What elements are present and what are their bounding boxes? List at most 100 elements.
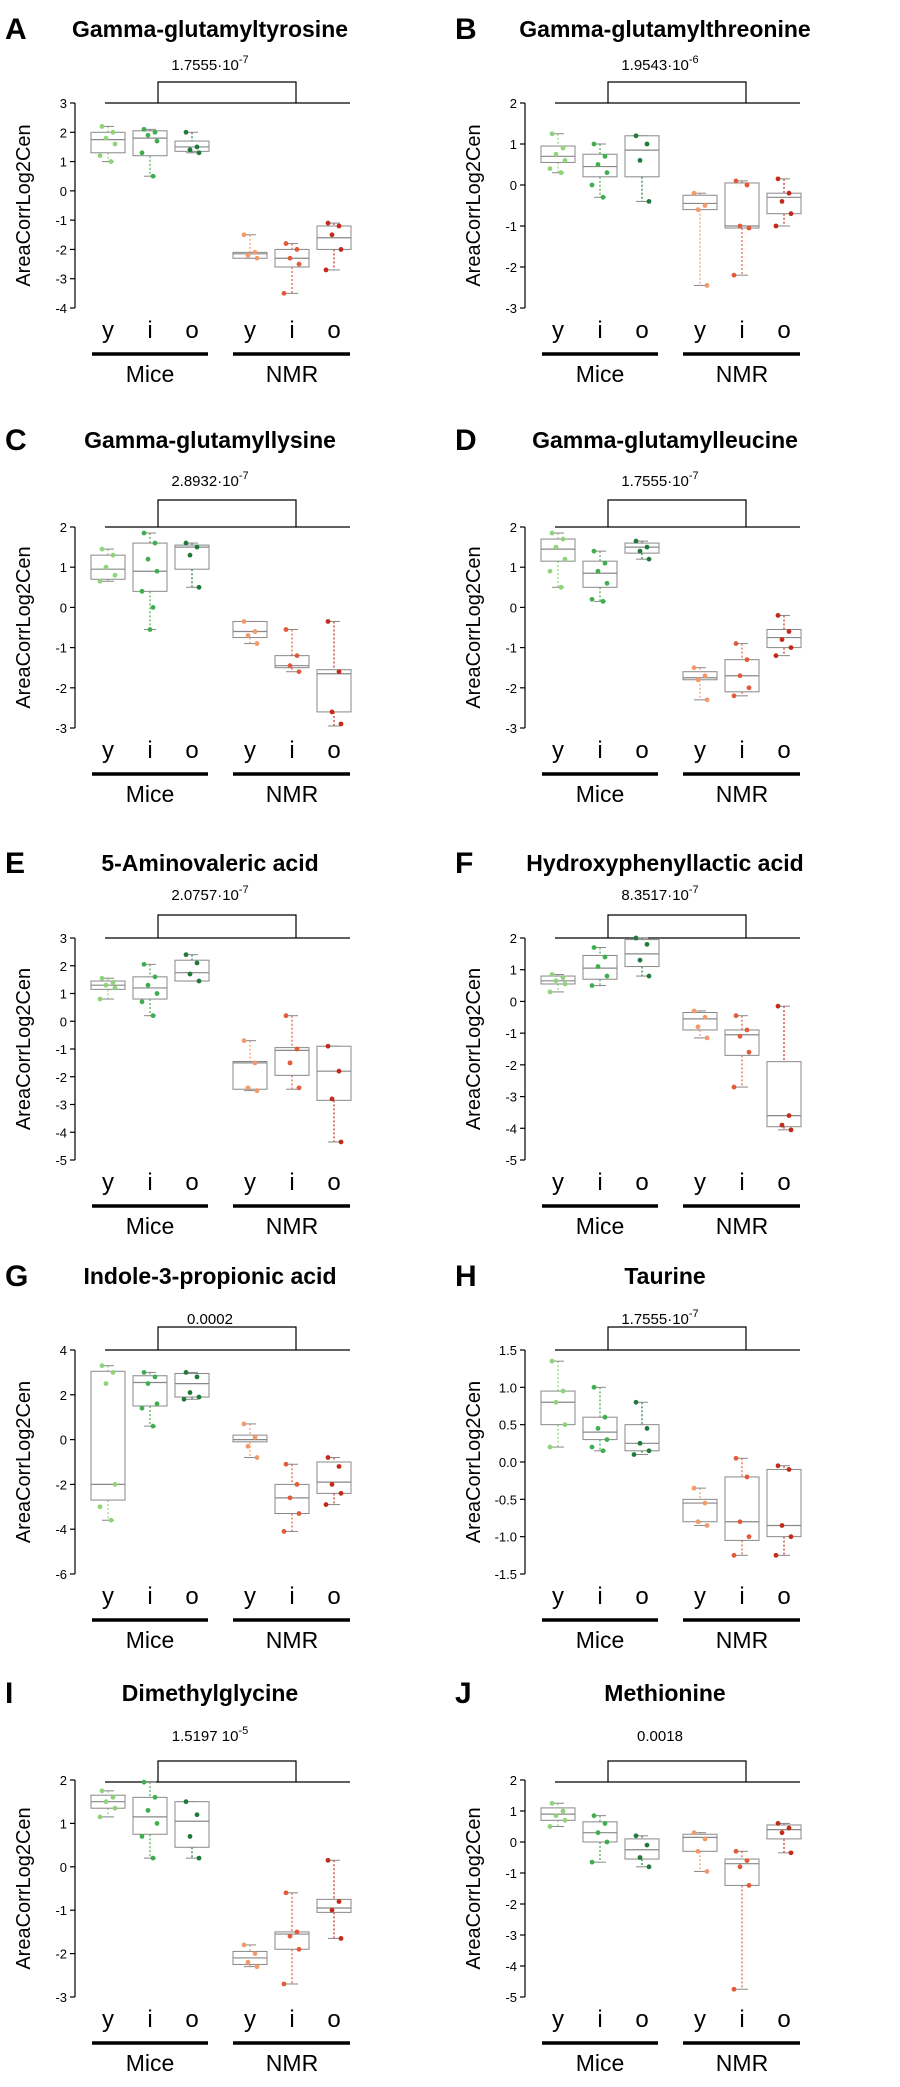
data-point: [336, 1464, 342, 1469]
x-category-label: o: [635, 1583, 648, 1610]
data-point: [187, 552, 193, 558]
data-point: [338, 247, 344, 252]
data-point: [152, 974, 158, 980]
data-point: [589, 1444, 595, 1450]
data-point: [560, 145, 566, 151]
data-point: [786, 190, 792, 196]
data-point: [746, 1534, 752, 1540]
data-point: [287, 1495, 293, 1501]
box-iqr: [624, 939, 660, 968]
y-tick-label: -1: [505, 641, 517, 656]
x-category-label: y: [694, 317, 706, 344]
data-point: [702, 203, 708, 208]
group-label-mice: Mice: [576, 361, 625, 387]
data-point: [646, 556, 652, 562]
data-point: [602, 560, 608, 566]
bracket-connector: [157, 499, 297, 527]
y-tick-label: 1.0: [499, 1380, 517, 1395]
data-point: [145, 132, 151, 138]
data-point: [103, 135, 109, 141]
data-point: [110, 980, 116, 985]
y-tick-label: -3: [55, 721, 67, 736]
x-category-label: i: [147, 1169, 152, 1196]
box-iqr: [624, 135, 660, 178]
data-point: [252, 629, 258, 634]
y-axis-label: AreaCorrLog2Cen: [463, 1381, 485, 1543]
data-point: [112, 985, 118, 991]
x-category-label: y: [244, 317, 256, 344]
group-label-mice: Mice: [126, 1213, 175, 1239]
data-point: [746, 1049, 752, 1055]
x-category-label: y: [244, 1169, 256, 1196]
data-point: [196, 1855, 202, 1861]
panel-a: A Gamma-glutamyltyrosine 1.7555·10-7 3 2 1 0 -1…: [5, 13, 352, 387]
group-label-mice: Mice: [576, 2050, 625, 2076]
data-point: [323, 1502, 329, 1507]
data-point: [112, 572, 118, 578]
data-point: [141, 1370, 147, 1375]
x-category-label: i: [289, 317, 294, 344]
y-tick-label: 1: [60, 155, 67, 170]
data-point: [283, 1461, 289, 1467]
data-point: [773, 1552, 779, 1558]
x-category-label: i: [739, 2006, 744, 2033]
data-point: [562, 556, 568, 562]
data-point: [637, 957, 643, 963]
data-point: [287, 255, 293, 261]
y-tick-label: 2: [510, 520, 517, 535]
data-point: [775, 1821, 781, 1826]
box-iqr: [316, 669, 352, 713]
y-tick-label: 1: [510, 1804, 517, 1819]
p-value-exponent: -6: [689, 54, 699, 66]
data-point: [329, 232, 335, 238]
data-point: [633, 538, 639, 544]
panel-title: Methionine: [604, 1680, 725, 1706]
data-point: [194, 144, 200, 150]
y-tick-label: 0: [60, 184, 67, 199]
x-category-label: y: [694, 1169, 706, 1196]
y-tick-label: -1.0: [495, 1530, 517, 1545]
x-category-label: i: [147, 317, 152, 344]
p-value-label: 2.0757·10-7: [171, 884, 248, 904]
data-point: [560, 975, 566, 981]
data-point: [646, 1448, 652, 1454]
data-point: [595, 162, 601, 167]
x-category-label: o: [777, 737, 790, 764]
data-point: [338, 721, 344, 727]
box-iqr: [132, 542, 168, 592]
data-point: [336, 223, 342, 229]
data-point: [252, 249, 258, 255]
y-tick-label: 2: [60, 520, 67, 535]
x-category-label: o: [777, 1583, 790, 1610]
data-point: [691, 665, 697, 671]
x-category-label: o: [327, 2006, 340, 2033]
y-tick-label: 1: [510, 560, 517, 575]
x-category-label: o: [635, 2006, 648, 2033]
data-point: [737, 673, 743, 679]
y-tick-label: 2: [60, 959, 67, 974]
data-point: [283, 1013, 289, 1019]
x-category-label: y: [694, 2006, 706, 2033]
data-point: [595, 1426, 601, 1431]
data-point: [245, 633, 251, 638]
data-point: [644, 1426, 650, 1431]
data-point: [737, 1519, 743, 1525]
data-point: [779, 199, 785, 204]
data-point: [329, 1907, 335, 1913]
data-point: [281, 290, 287, 296]
data-point: [139, 1834, 145, 1839]
data-point: [733, 1013, 739, 1019]
data-point: [139, 588, 145, 594]
panel-letter: A: [5, 13, 27, 46]
data-point: [294, 1046, 300, 1052]
box-iqr: [724, 1029, 760, 1056]
x-category-label: o: [635, 1169, 648, 1196]
box-iqr: [724, 1858, 760, 1886]
data-point: [591, 548, 597, 554]
data-point: [775, 1463, 781, 1469]
bracket-connector: [157, 1326, 297, 1350]
x-category-label: o: [185, 1583, 198, 1610]
group-label-nmr: NMR: [266, 361, 318, 387]
data-point: [604, 170, 610, 176]
x-category-label: y: [102, 317, 114, 344]
